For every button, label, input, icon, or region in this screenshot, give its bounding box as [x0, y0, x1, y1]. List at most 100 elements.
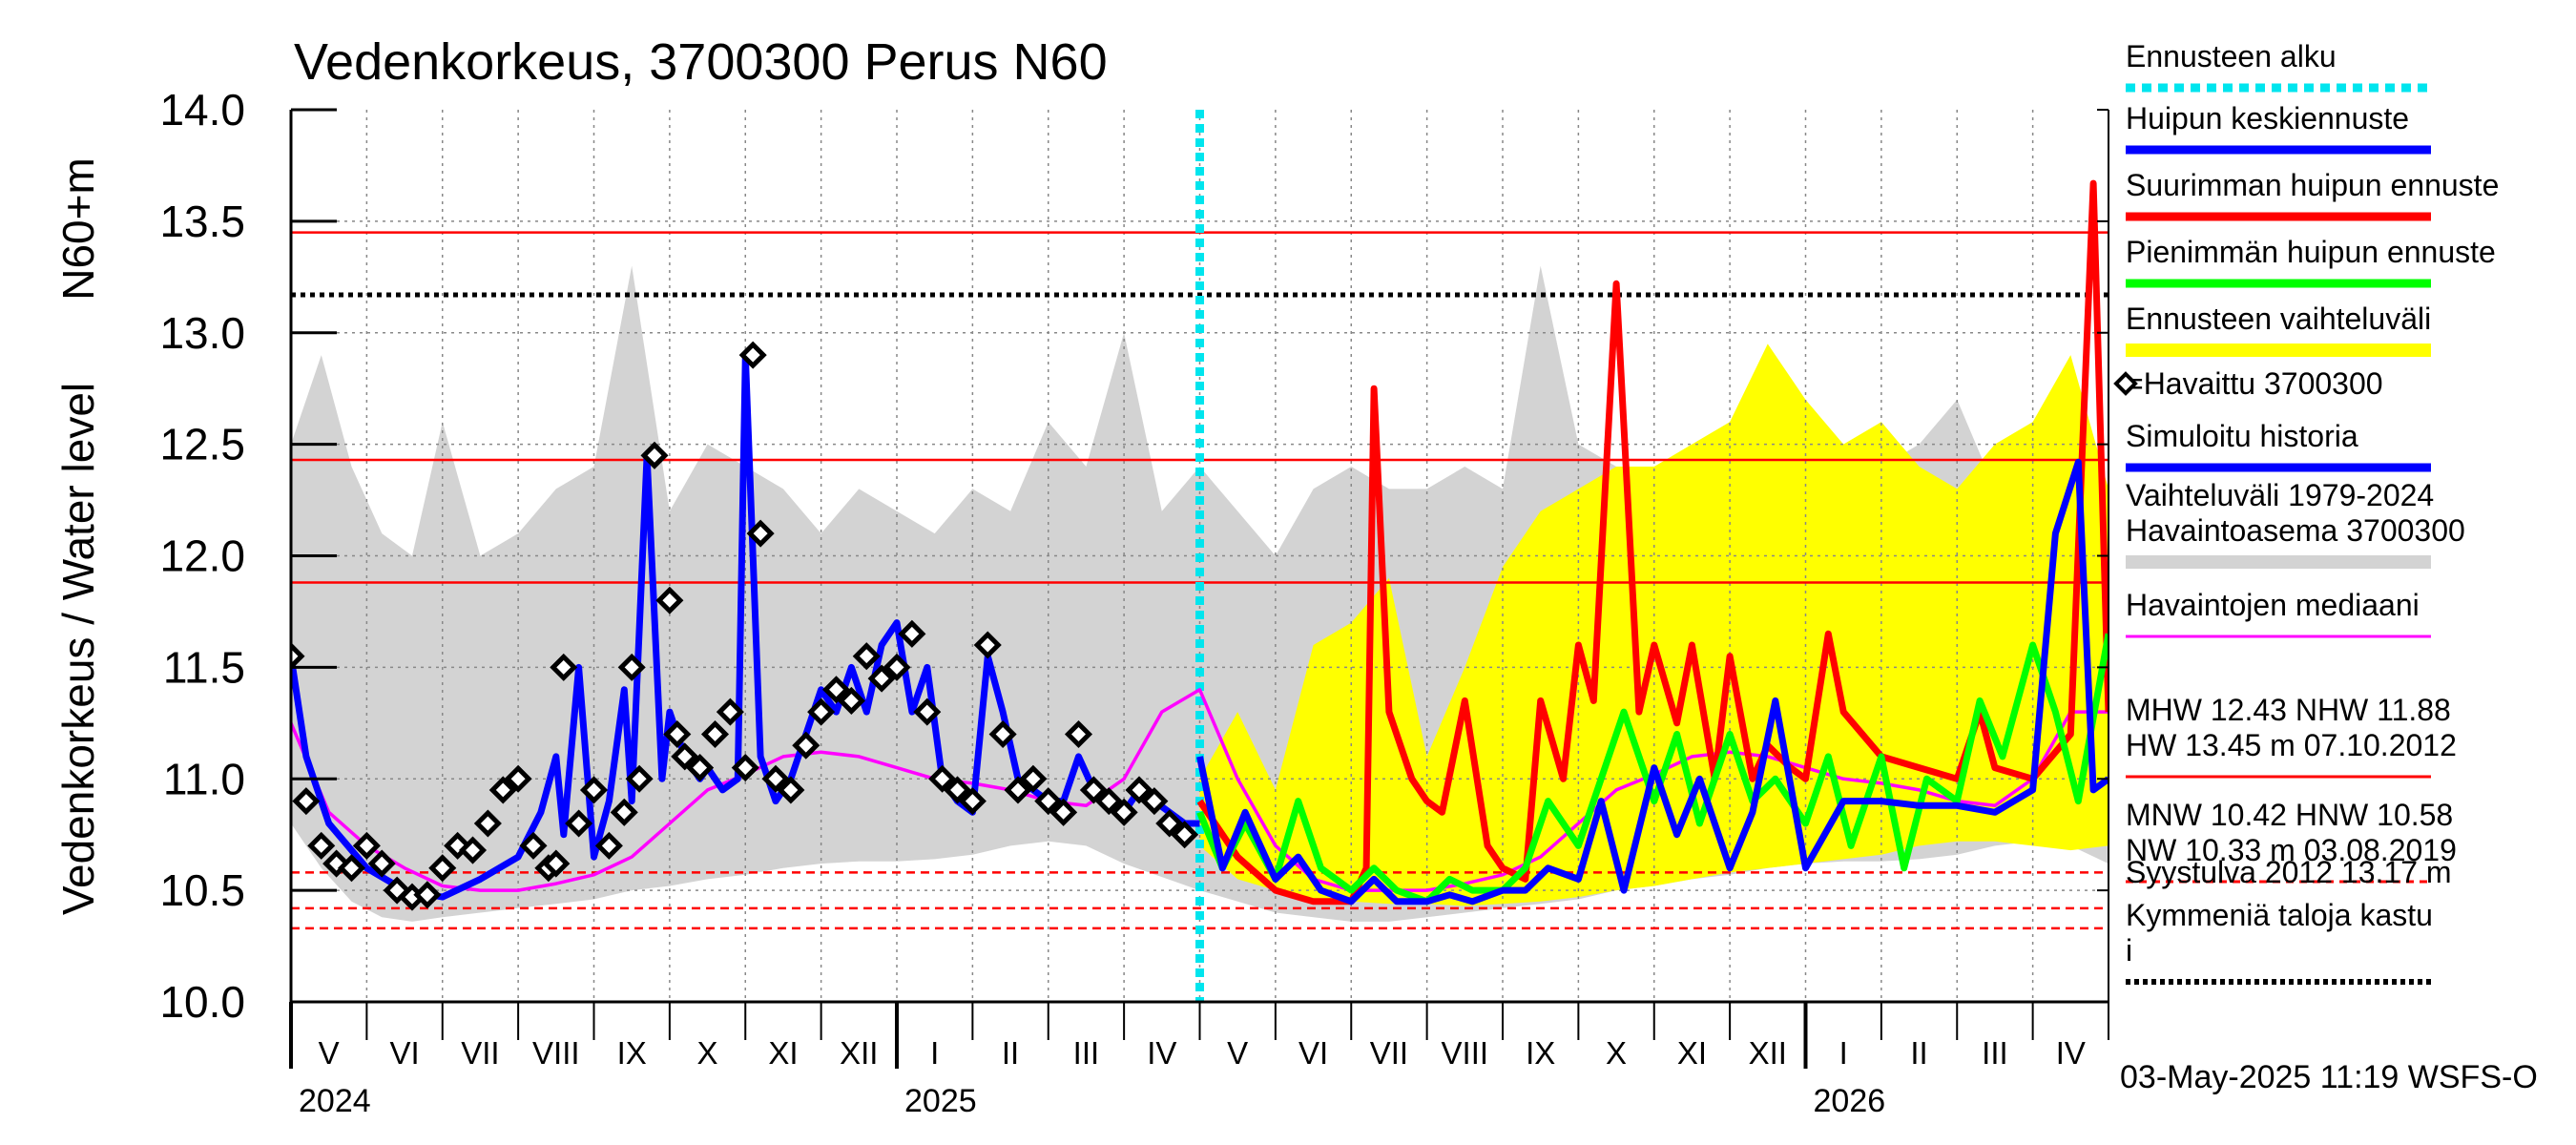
observed-marker: [292, 787, 321, 816]
x-month-label: IV: [1147, 1035, 1176, 1071]
observed-marker: [1110, 798, 1138, 826]
legend-label: Huipun keskiennuste: [2126, 101, 2409, 135]
observed-marker: [640, 441, 669, 469]
observed-marker: [943, 776, 972, 804]
observed-marker: [617, 653, 646, 681]
observed-marker: [883, 653, 911, 681]
x-year-label: 2024: [299, 1083, 371, 1119]
observed-marker: [1049, 798, 1078, 826]
observed-marker: [686, 754, 715, 782]
x-month-label: II: [1910, 1035, 1927, 1071]
legend-label: Syystulva 2012 13.17 m: [2126, 855, 2452, 889]
y-tick-label: 11.5: [163, 642, 245, 692]
x-month-label: X: [1606, 1035, 1627, 1071]
y-tick-label: 13.5: [159, 197, 245, 246]
observed-marker: [700, 719, 730, 749]
x-month-label: XII: [840, 1035, 878, 1071]
observed-marker: [852, 642, 881, 671]
observed-marker: [655, 586, 684, 614]
x-month-label: V: [319, 1035, 340, 1071]
observed-marker: [958, 787, 987, 816]
observed-marker: [988, 719, 1017, 749]
legend-label: Pienimmän huipun ennuste: [2126, 235, 2496, 269]
observed-marker: [594, 831, 623, 860]
observed-marker: [352, 831, 381, 860]
observed-marker: [731, 754, 759, 782]
x-month-label: III: [1982, 1035, 2008, 1071]
y-tick-label: 14.0: [159, 85, 245, 135]
legend-label: Kymmeniä taloja kastu: [2126, 898, 2433, 932]
series-line-pienimm-n-huipun-ennuste: [1196, 633, 2109, 906]
axes: 10.010.511.011.512.012.513.013.514.0V VI V…: [159, 85, 2109, 1119]
observed-marker: [1034, 787, 1063, 816]
observed-marker: [579, 776, 609, 804]
x-month-label: II: [1002, 1035, 1019, 1071]
observed-marker: [777, 776, 805, 804]
observed-marker: [519, 831, 548, 860]
observed-marker: [1125, 776, 1153, 804]
y-tick-label: 12.0: [159, 531, 245, 581]
observed-marker: [913, 697, 942, 726]
observed-marker: [367, 849, 396, 878]
x-month-label: VI: [1298, 1035, 1328, 1071]
observed-marker: [1171, 821, 1199, 849]
observed-marker: [610, 798, 638, 826]
observed-marker: [1094, 787, 1123, 816]
legend-label: HW 13.45 m 07.10.2012: [2126, 728, 2457, 762]
x-month-label: VI: [389, 1035, 419, 1071]
observed-marker: [565, 809, 593, 838]
observed-marker: [473, 809, 502, 838]
x-month-label: IX: [1526, 1035, 1555, 1071]
observed-marker: [1155, 809, 1184, 838]
observed-marker: [1004, 776, 1032, 804]
observed-marker: [898, 619, 926, 648]
y-tick-label: 13.0: [159, 308, 245, 358]
observed-marker: [337, 854, 366, 883]
y-axis-unit-label: N60+m: [53, 157, 103, 301]
y-tick-label: 10.5: [159, 865, 245, 915]
observed-marker: [458, 836, 488, 864]
y-tick-label: 10.0: [159, 977, 245, 1027]
observed-marker: [738, 341, 767, 369]
x-month-label: VII: [461, 1035, 499, 1071]
observed-marker: [1140, 787, 1169, 816]
observed-marker: [291, 642, 305, 671]
legend-label: i: [2126, 933, 2132, 968]
x-month-label: XII: [1749, 1035, 1787, 1071]
x-month-label: XI: [768, 1035, 798, 1071]
observed-marker: [663, 719, 692, 749]
x-year-label: 2025: [904, 1083, 977, 1119]
x-month-label: I: [1839, 1035, 1848, 1071]
legend-swatch-marker: [2113, 371, 2138, 396]
observed-marker: [821, 676, 851, 704]
y-tick-label: 12.5: [159, 420, 245, 469]
x-year-label: 2026: [1814, 1083, 1886, 1119]
observed-marker: [542, 849, 571, 878]
observed-markers: [291, 341, 1199, 911]
observed-marker: [807, 697, 836, 726]
footer-timestamp: 03-May-2025 11:19 WSFS-O: [2120, 1059, 2538, 1095]
legend-label: MHW 12.43 NHW 11.88: [2126, 693, 2451, 727]
x-month-label: VIII: [1442, 1035, 1489, 1071]
x-month-label: VIII: [532, 1035, 580, 1071]
x-month-label: V: [1227, 1035, 1248, 1071]
x-month-label: IX: [617, 1035, 647, 1071]
observed-marker: [504, 764, 532, 793]
observed-marker: [550, 653, 578, 681]
legend-label: Vaihteluväli 1979-2024: [2126, 478, 2434, 512]
y-axis-label: Vedenkorkeus / Water level: [53, 383, 103, 915]
legend-label: MNW 10.42 HNW 10.58: [2126, 798, 2453, 832]
x-month-label: X: [697, 1035, 718, 1071]
x-month-label: I: [930, 1035, 939, 1071]
observed-marker: [837, 686, 865, 715]
observed-marker: [1079, 776, 1108, 804]
observed-marker: [671, 742, 699, 771]
x-month-label: IV: [2056, 1035, 2086, 1071]
legend-label: Ennusteen vaihteluväli: [2126, 302, 2431, 336]
series-line-huipun-keskiennuste: [1196, 458, 2109, 906]
observed-marker: [413, 881, 442, 909]
x-month-label: III: [1073, 1035, 1100, 1071]
observed-marker: [928, 764, 957, 793]
legend-label: =Havaittu 3700300: [2126, 366, 2383, 401]
